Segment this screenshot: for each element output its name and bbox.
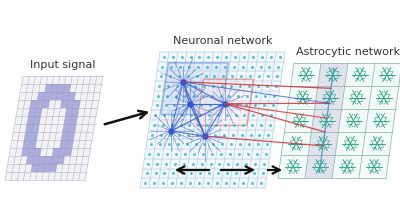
Polygon shape [57, 84, 65, 92]
Polygon shape [33, 116, 41, 124]
Text: Input signal: Input signal [30, 60, 96, 70]
Polygon shape [50, 164, 57, 172]
Polygon shape [73, 100, 80, 108]
Polygon shape [197, 79, 254, 126]
Polygon shape [37, 92, 45, 100]
Polygon shape [28, 148, 35, 156]
Polygon shape [43, 164, 51, 172]
Polygon shape [62, 124, 70, 132]
Polygon shape [26, 124, 33, 132]
Polygon shape [38, 156, 46, 164]
Polygon shape [30, 100, 37, 108]
Polygon shape [44, 92, 51, 100]
Polygon shape [61, 132, 69, 140]
Polygon shape [32, 124, 39, 132]
Polygon shape [60, 140, 67, 148]
Polygon shape [62, 92, 70, 100]
Polygon shape [66, 140, 74, 148]
Polygon shape [69, 124, 76, 132]
Polygon shape [34, 108, 42, 116]
Polygon shape [45, 84, 52, 92]
Text: Neuronal network: Neuronal network [173, 36, 272, 46]
Polygon shape [65, 108, 73, 116]
Polygon shape [31, 164, 38, 172]
Polygon shape [70, 116, 78, 124]
Polygon shape [30, 132, 38, 140]
Polygon shape [60, 100, 68, 108]
Polygon shape [37, 164, 45, 172]
Polygon shape [305, 63, 348, 178]
Polygon shape [67, 132, 75, 140]
Polygon shape [29, 140, 36, 148]
Polygon shape [161, 63, 228, 115]
Polygon shape [28, 108, 36, 116]
Polygon shape [27, 116, 34, 124]
Polygon shape [57, 156, 64, 164]
Polygon shape [26, 156, 34, 164]
Polygon shape [63, 84, 71, 92]
Polygon shape [51, 84, 58, 92]
Polygon shape [56, 92, 63, 100]
Polygon shape [34, 148, 41, 156]
Polygon shape [278, 63, 400, 178]
Polygon shape [36, 100, 44, 108]
Polygon shape [50, 92, 57, 100]
Polygon shape [51, 156, 58, 164]
Polygon shape [42, 100, 50, 108]
Polygon shape [58, 148, 66, 156]
Polygon shape [72, 108, 79, 116]
Polygon shape [64, 148, 72, 156]
Polygon shape [45, 156, 52, 164]
Polygon shape [140, 52, 285, 188]
Polygon shape [5, 76, 103, 180]
Polygon shape [67, 100, 74, 108]
Polygon shape [24, 132, 32, 140]
Polygon shape [52, 148, 60, 156]
Polygon shape [22, 148, 29, 156]
Text: Astrocytic network: Astrocytic network [296, 47, 400, 57]
Polygon shape [32, 156, 40, 164]
Polygon shape [23, 140, 30, 148]
Polygon shape [64, 116, 72, 124]
Polygon shape [68, 92, 76, 100]
